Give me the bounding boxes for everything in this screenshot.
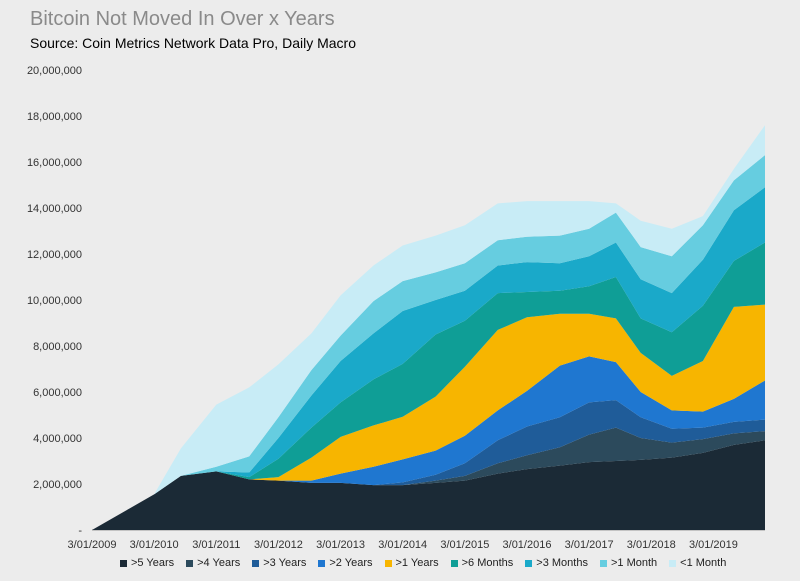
legend-label: >3 Years bbox=[263, 557, 307, 569]
legend-item: >1 Month bbox=[599, 557, 658, 569]
area-series-1-month bbox=[92, 155, 765, 530]
y-tick-label: 6,000,000 bbox=[33, 387, 82, 399]
legend: >5 Years >4 Years >3 Years >2 Years >1 Years… bbox=[120, 557, 726, 569]
y-tick-label: 18,000,000 bbox=[27, 111, 82, 123]
x-tick-label: 3/01/2019 bbox=[689, 539, 738, 551]
area-series-5-years bbox=[92, 440, 765, 530]
legend-swatch bbox=[318, 559, 326, 567]
area-series-6-months bbox=[92, 242, 765, 530]
x-tick-label: 3/01/2009 bbox=[68, 539, 117, 551]
legend-label: >4 Years bbox=[197, 557, 241, 569]
legend-item: >3 Months bbox=[525, 557, 588, 569]
legend-item: <1 Month bbox=[669, 557, 726, 569]
legend-swatch bbox=[384, 559, 392, 567]
area-series-group bbox=[92, 125, 765, 531]
legend-label: >2 Years bbox=[329, 557, 373, 569]
y-tick-label: 10,000,000 bbox=[27, 295, 82, 307]
legend-item: >1 Years bbox=[384, 557, 439, 569]
x-axis: 3/01/2009 3/01/2010 3/01/2011 3/01/2012 3/01… bbox=[68, 529, 765, 551]
chart-subtitle: Source: Coin Metrics Network Data Pro, D… bbox=[30, 35, 356, 51]
x-tick-label: 3/01/2017 bbox=[565, 539, 614, 551]
legend-label: >1 Years bbox=[395, 557, 439, 569]
legend-swatch bbox=[252, 559, 260, 567]
legend-item: >2 Years bbox=[318, 557, 373, 569]
legend-item: >5 Years bbox=[120, 557, 174, 569]
legend-item: >3 Years bbox=[252, 557, 306, 569]
area-series-1-month bbox=[92, 125, 765, 530]
area-series-2-years bbox=[92, 356, 765, 530]
x-tick-label: 3/01/2018 bbox=[627, 539, 676, 551]
x-tick-label: 3/01/2010 bbox=[130, 539, 179, 551]
y-tick-label: 12,000,000 bbox=[27, 249, 82, 261]
area-series-3-years bbox=[92, 400, 765, 530]
y-tick-label: 20,000,000 bbox=[27, 65, 82, 77]
chart-title: Bitcoin Not Moved In Over x Years bbox=[30, 8, 335, 30]
legend-swatch bbox=[669, 559, 677, 567]
legend-swatch bbox=[120, 559, 127, 567]
y-tick-label: - bbox=[78, 525, 82, 537]
legend-swatch bbox=[450, 559, 458, 567]
legend-label: >6 Months bbox=[461, 557, 514, 569]
x-tick-label: 3/01/2014 bbox=[378, 539, 427, 551]
x-tick-label: 3/01/2015 bbox=[440, 539, 489, 551]
legend-item: >4 Years bbox=[186, 557, 240, 569]
legend-label: >5 Years bbox=[131, 557, 175, 569]
legend-swatch bbox=[525, 559, 533, 567]
x-tick-label: 3/01/2011 bbox=[192, 539, 240, 551]
y-tick-label: 14,000,000 bbox=[27, 203, 82, 215]
area-series-4-years bbox=[92, 427, 765, 530]
legend-swatch bbox=[186, 559, 194, 567]
legend-label: <1 Month bbox=[680, 557, 727, 569]
legend-item: >6 Months bbox=[450, 557, 514, 569]
legend-swatch bbox=[599, 559, 607, 567]
legend-label: >3 Months bbox=[536, 557, 588, 569]
x-tick-label: 3/01/2016 bbox=[503, 539, 552, 551]
y-tick-label: 8,000,000 bbox=[33, 341, 82, 353]
area-series-3-months bbox=[92, 187, 765, 531]
x-tick-label: 3/01/2012 bbox=[254, 539, 303, 551]
y-tick-label: 2,000,000 bbox=[33, 479, 82, 491]
y-tick-label: 4,000,000 bbox=[33, 433, 82, 445]
area-series-1-years bbox=[92, 304, 765, 530]
legend-label: >1 Month bbox=[610, 557, 658, 569]
y-tick-label: 16,000,000 bbox=[27, 157, 82, 169]
y-axis: - 2,000,000 4,000,000 6,000,000 8,000,000 10,… bbox=[27, 65, 82, 537]
x-tick-label: 3/01/2013 bbox=[316, 539, 365, 551]
